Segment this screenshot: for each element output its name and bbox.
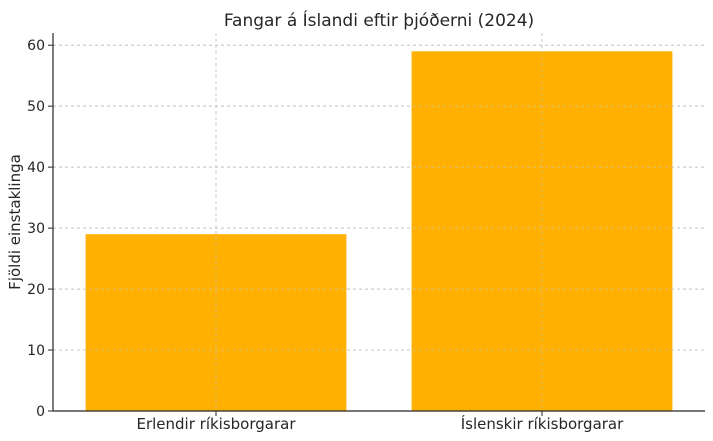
y-tick-label: 30	[27, 221, 45, 237]
y-axis-ticks: 0 10 20 30 40 50 60	[27, 38, 53, 420]
chart-title: Fangar á Íslandi eftir þjóðerni (2024)	[224, 9, 534, 31]
x-axis-ticks: Erlendir ríkisborgarar Íslenskir ríkisbor…	[136, 411, 624, 433]
axes	[52, 33, 705, 412]
y-tick-label: 10	[27, 343, 45, 359]
grid-lines-overlay	[53, 33, 705, 411]
x-tick-label: Erlendir ríkisborgarar	[136, 415, 296, 433]
y-tick-label: 60	[27, 38, 45, 54]
y-axis-label: Fjöldi einstaklinga	[6, 154, 24, 290]
y-tick-label: 0	[36, 404, 45, 420]
x-tick-label: Íslenskir ríkisborgarar	[461, 414, 624, 433]
y-tick-label: 40	[27, 160, 45, 176]
y-tick-label: 50	[27, 99, 45, 115]
y-tick-label: 20	[27, 282, 45, 298]
bars	[85, 51, 673, 412]
